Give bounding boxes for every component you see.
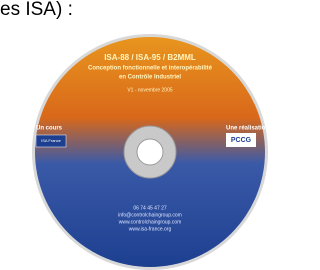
- left-logo: ISA France: [41, 138, 62, 143]
- contact-line: www.controlchaingroup.com: [119, 219, 182, 225]
- contact-line: www.isa-france.org: [129, 226, 172, 232]
- right-logo: PCCG: [231, 137, 252, 144]
- contact-line: info@controlchaingroup.com: [118, 212, 182, 218]
- contact-line: 06 74 45 47 27: [133, 205, 167, 211]
- right-label: Une réalisation: [226, 126, 269, 132]
- cd-subtitle: en Contrôle Industriel: [119, 75, 181, 81]
- cd-subtitle: Conception fonctionnelle et interopérabi…: [88, 66, 213, 72]
- hub-hole: [137, 139, 163, 165]
- header-fragment: es ISA) :: [0, 0, 73, 20]
- screenshot: es ISA) : ISA-88 / ISA-95 / B2MML Concep…: [0, 0, 296, 270]
- left-label: Un cours: [36, 126, 63, 132]
- page: {"header": {"fragment": "es ISA) :"}, "c…: [0, 0, 296, 270]
- cd-title: ISA-88 / ISA-95 / B2MML: [104, 53, 196, 62]
- cd-version: V1 - novembre 2005: [127, 87, 173, 93]
